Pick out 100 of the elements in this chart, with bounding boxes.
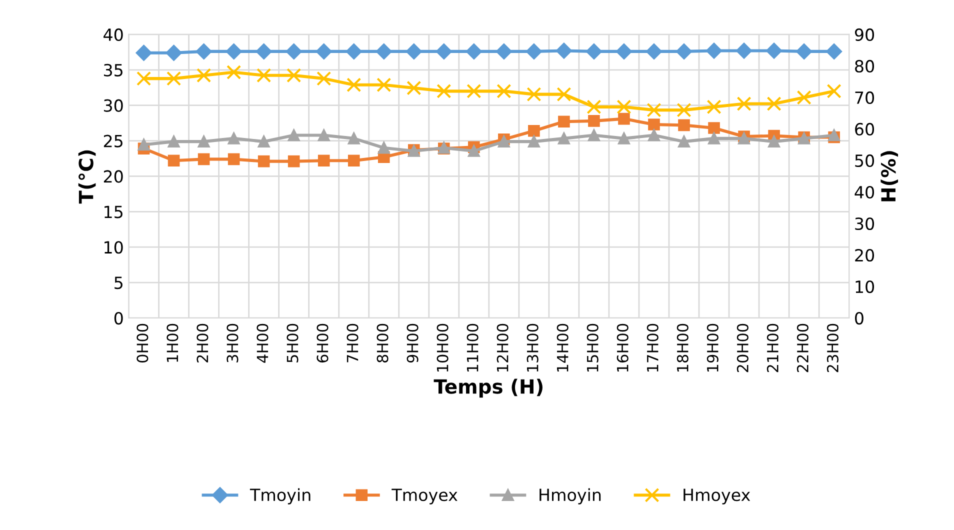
- point: [166, 71, 182, 86]
- point: [286, 44, 302, 60]
- x-tick-label: 4H00: [256, 324, 268, 363]
- y2-tick-label: 10: [856, 280, 874, 294]
- y2-tick-label: 70: [855, 91, 874, 104]
- point: [616, 100, 632, 114]
- point: [648, 118, 660, 130]
- point: [288, 129, 300, 142]
- point: [256, 44, 272, 60]
- x-tick-label: 14H00: [556, 324, 568, 372]
- point: [226, 44, 242, 60]
- point: [346, 78, 362, 92]
- point: [198, 136, 210, 148]
- point: [646, 102, 662, 118]
- y2-tick-label: 20: [855, 248, 874, 262]
- y-tick-label: 35: [104, 64, 122, 76]
- point: [618, 112, 630, 125]
- point: [766, 42, 782, 59]
- point: [166, 44, 182, 61]
- point: [796, 44, 812, 60]
- x-tick-label: 22H00: [796, 324, 808, 372]
- point: [708, 122, 720, 134]
- point: [528, 136, 540, 148]
- point: [558, 132, 570, 144]
- y-tick-label: 30: [104, 99, 123, 112]
- point: [168, 154, 180, 167]
- y-tick-label: 10: [104, 241, 123, 254]
- point: [376, 78, 392, 92]
- x-tick-label: 15H00: [586, 324, 598, 372]
- point: [676, 44, 692, 60]
- point: [618, 132, 630, 144]
- point: [378, 142, 390, 154]
- x-tick-label: 17H00: [646, 324, 658, 372]
- y2-tick-label: 0: [855, 312, 864, 325]
- point: [466, 84, 482, 98]
- point: [526, 44, 542, 60]
- point: [138, 138, 150, 151]
- point: [586, 44, 602, 60]
- point: [348, 132, 360, 144]
- point: [826, 44, 842, 60]
- point: [676, 102, 692, 118]
- y-tick-label: 0: [114, 312, 123, 325]
- point: [228, 132, 240, 144]
- point: [706, 100, 722, 114]
- point: [736, 42, 752, 59]
- x-tick-label: 11H00: [466, 324, 478, 372]
- point: [258, 155, 270, 168]
- point: [498, 136, 510, 148]
- x-tick-label: 21H00: [766, 324, 778, 372]
- y2-tick-label: 40: [854, 186, 874, 199]
- x-tick-label: 3H00: [226, 324, 238, 362]
- point: [316, 44, 332, 60]
- point: [556, 87, 572, 102]
- x-axis-title: Temps (H): [434, 378, 542, 398]
- point: [136, 71, 152, 86]
- point: [316, 71, 332, 86]
- x-tick-label: 18H00: [676, 324, 688, 372]
- point: [226, 64, 242, 80]
- point: [376, 44, 392, 60]
- y-tick-label: 40: [104, 28, 123, 42]
- point: [648, 129, 660, 142]
- y-tick-label: 15: [104, 206, 122, 218]
- legend-label: Tmoyex: [392, 488, 458, 504]
- point: [406, 44, 422, 60]
- legend-label: Tmoyin: [250, 488, 310, 504]
- point: [286, 68, 302, 83]
- point: [136, 44, 152, 61]
- x-tick-label: 9H00: [406, 324, 418, 363]
- x-tick-label: 16H00: [616, 324, 628, 372]
- y2-tick-label: 60: [855, 122, 874, 136]
- x-tick-label: 6H00: [316, 324, 328, 362]
- point: [318, 154, 330, 167]
- point: [706, 42, 722, 59]
- point: [768, 136, 780, 148]
- point: [406, 80, 422, 96]
- x-tick-label: 20H00: [736, 324, 748, 372]
- point: [256, 68, 272, 83]
- x-tick-label: 5H00: [286, 324, 298, 362]
- point: [318, 129, 330, 142]
- point: [646, 44, 662, 60]
- x-tick-label: 19H00: [706, 324, 718, 372]
- point: [678, 119, 690, 132]
- y2-tick-label: 30: [855, 217, 874, 230]
- point: [436, 84, 452, 98]
- point: [616, 44, 632, 60]
- x-tick-label: 8H00: [376, 324, 388, 362]
- point: [196, 44, 212, 60]
- x-tick-label: 2H00: [196, 324, 208, 362]
- x-tick-label: 0H00: [136, 324, 148, 363]
- point: [196, 68, 212, 83]
- point: [796, 90, 812, 105]
- point: [348, 154, 360, 167]
- point: [346, 44, 362, 60]
- point: [168, 136, 180, 148]
- point: [258, 136, 270, 148]
- point: [586, 100, 602, 114]
- point: [228, 153, 240, 166]
- y-tick-label: 25: [104, 134, 122, 148]
- point: [198, 153, 210, 166]
- x-tick-label: 10H00: [436, 324, 448, 372]
